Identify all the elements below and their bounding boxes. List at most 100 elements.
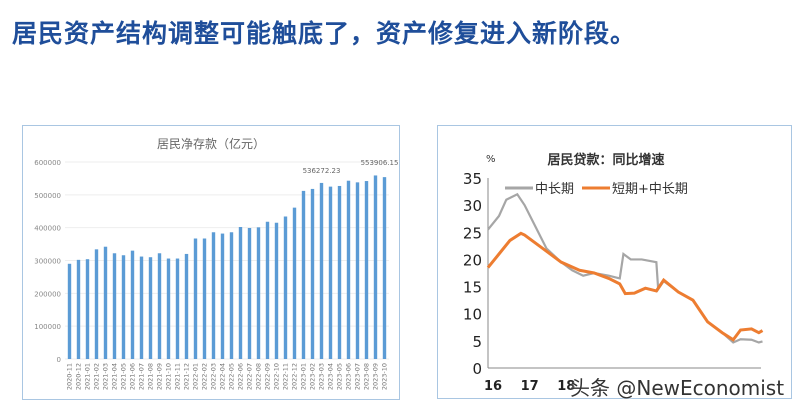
x-tick-label: 2021-01 bbox=[84, 363, 92, 390]
x-tick-label: 2023-09 bbox=[372, 363, 380, 390]
x-tick-label: 2022-08 bbox=[255, 363, 263, 390]
data-label: 553906.15 bbox=[361, 159, 399, 167]
x-tick-label: 2023-10 bbox=[381, 363, 389, 390]
series-line bbox=[486, 231, 764, 342]
x-tick-label: 2021-09 bbox=[156, 363, 164, 390]
bar bbox=[202, 238, 207, 359]
bar bbox=[310, 188, 315, 359]
bar bbox=[184, 253, 189, 359]
watermark: 头条 @NewEconomist bbox=[570, 376, 785, 400]
bar bbox=[85, 259, 90, 359]
y-tick-label: 100000 bbox=[34, 323, 61, 331]
bar bbox=[166, 258, 171, 359]
x-tick-label: 2022-06 bbox=[237, 363, 245, 390]
legend-label: 短期+中长期 bbox=[612, 182, 688, 197]
x-tick-label: 2022-05 bbox=[228, 363, 236, 390]
x-tick-label: 17 bbox=[521, 379, 539, 394]
net-deposit-bar-chart: 居民净存款（亿元） 0 100000 200000 300000 400000 500000… bbox=[22, 125, 400, 400]
x-tick-label: 2021-11 bbox=[174, 363, 182, 390]
x-tick-label: 2022-03 bbox=[210, 363, 218, 390]
chart-title: 居民贷款：同比增速 bbox=[547, 152, 664, 168]
y-tick-label: 300000 bbox=[34, 258, 61, 266]
x-tick-label: 2022-12 bbox=[291, 363, 299, 390]
y-tick-label: 600000 bbox=[34, 159, 61, 167]
y-tick-label: 10 bbox=[463, 306, 482, 324]
x-tick-label: 2021-05 bbox=[120, 363, 128, 390]
series-line bbox=[487, 192, 763, 344]
x-tick-label: 2022-01 bbox=[192, 363, 200, 390]
x-tick-label: 2023-01 bbox=[300, 363, 308, 390]
bar bbox=[94, 249, 99, 359]
legend-label: 中长期 bbox=[535, 182, 574, 197]
bar bbox=[256, 227, 261, 359]
bar bbox=[211, 232, 216, 359]
bar bbox=[130, 250, 135, 359]
x-tick-label: 16 bbox=[484, 379, 502, 394]
bar bbox=[112, 253, 117, 359]
y-tick-label: 20 bbox=[463, 251, 482, 269]
x-tick-label: 2021-03 bbox=[102, 363, 110, 390]
x-tick-label: 2022-02 bbox=[201, 363, 209, 390]
data-label: 536272.23 bbox=[303, 167, 341, 175]
bar bbox=[139, 256, 144, 359]
bar bbox=[247, 227, 252, 359]
bar bbox=[157, 253, 162, 359]
x-tick-label: 2021-06 bbox=[129, 363, 137, 390]
x-tick-label: 2020-12 bbox=[75, 363, 83, 390]
bar bbox=[238, 227, 243, 359]
y-tick-label: 0 bbox=[472, 360, 482, 378]
loan-growth-line-chart: 居民贷款：同比增速% 0 5 10 15 20 25 30 35 16 17 18 中长期 短期+中长期 bbox=[437, 125, 792, 399]
bar bbox=[175, 258, 180, 359]
x-tick-label: 2020-11 bbox=[66, 363, 74, 390]
bar bbox=[328, 186, 333, 359]
x-tick-label: 2021-12 bbox=[183, 363, 191, 390]
bar bbox=[346, 180, 351, 359]
x-tick-label: 2022-07 bbox=[246, 363, 254, 390]
page-title: 居民资产结构调整可能触底了，资产修复进入新阶段。 bbox=[12, 19, 637, 48]
x-tick-label: 2022-10 bbox=[273, 363, 281, 390]
bar bbox=[103, 246, 108, 359]
x-tick-label: 2022-11 bbox=[282, 363, 290, 390]
bar bbox=[382, 177, 387, 359]
x-tick-label: 2021-10 bbox=[165, 363, 173, 390]
y-tick-label: 5 bbox=[472, 333, 482, 351]
bar bbox=[220, 233, 225, 359]
bar bbox=[283, 216, 288, 359]
x-tick-label: 2023-07 bbox=[354, 363, 362, 390]
bar bbox=[319, 182, 324, 359]
bar bbox=[373, 175, 378, 359]
bar bbox=[148, 257, 153, 359]
bar bbox=[301, 190, 306, 359]
x-tick-label: 2021-02 bbox=[93, 363, 101, 390]
bar bbox=[121, 255, 126, 359]
x-tick-label: 2023-05 bbox=[336, 363, 344, 390]
x-tick-label: 2021-07 bbox=[138, 363, 146, 390]
x-tick-label: 2023-03 bbox=[318, 363, 326, 390]
y-tick-label: 30 bbox=[463, 197, 482, 215]
bar bbox=[292, 207, 297, 359]
x-tick-label: 2023-08 bbox=[363, 363, 371, 390]
y-tick-label: 35 bbox=[463, 170, 482, 188]
x-tick-label: 2023-02 bbox=[309, 363, 317, 390]
y-tick-label: 400000 bbox=[34, 225, 61, 233]
y-tick-label: 25 bbox=[463, 224, 482, 242]
y-tick-label: 0 bbox=[57, 356, 61, 364]
x-tick-label: 2021-04 bbox=[111, 363, 119, 390]
bar bbox=[355, 182, 360, 359]
bar bbox=[193, 238, 198, 359]
x-tick-label: 2023-04 bbox=[327, 363, 335, 390]
x-tick-label: 18 bbox=[557, 379, 575, 394]
y-tick-label: 500000 bbox=[34, 192, 61, 200]
y-tick-label: 15 bbox=[463, 279, 482, 297]
bar bbox=[67, 263, 72, 359]
chart-title: 居民净存款（亿元） bbox=[157, 136, 265, 151]
bar bbox=[274, 222, 279, 359]
bar bbox=[76, 259, 81, 359]
bar bbox=[229, 232, 234, 359]
bar bbox=[265, 221, 270, 359]
bar bbox=[364, 181, 369, 359]
x-tick-label: 2021-08 bbox=[147, 363, 155, 390]
y-tick-label: 200000 bbox=[34, 290, 61, 298]
x-tick-label: 2023-06 bbox=[345, 363, 353, 390]
y-axis-unit: % bbox=[486, 154, 496, 165]
